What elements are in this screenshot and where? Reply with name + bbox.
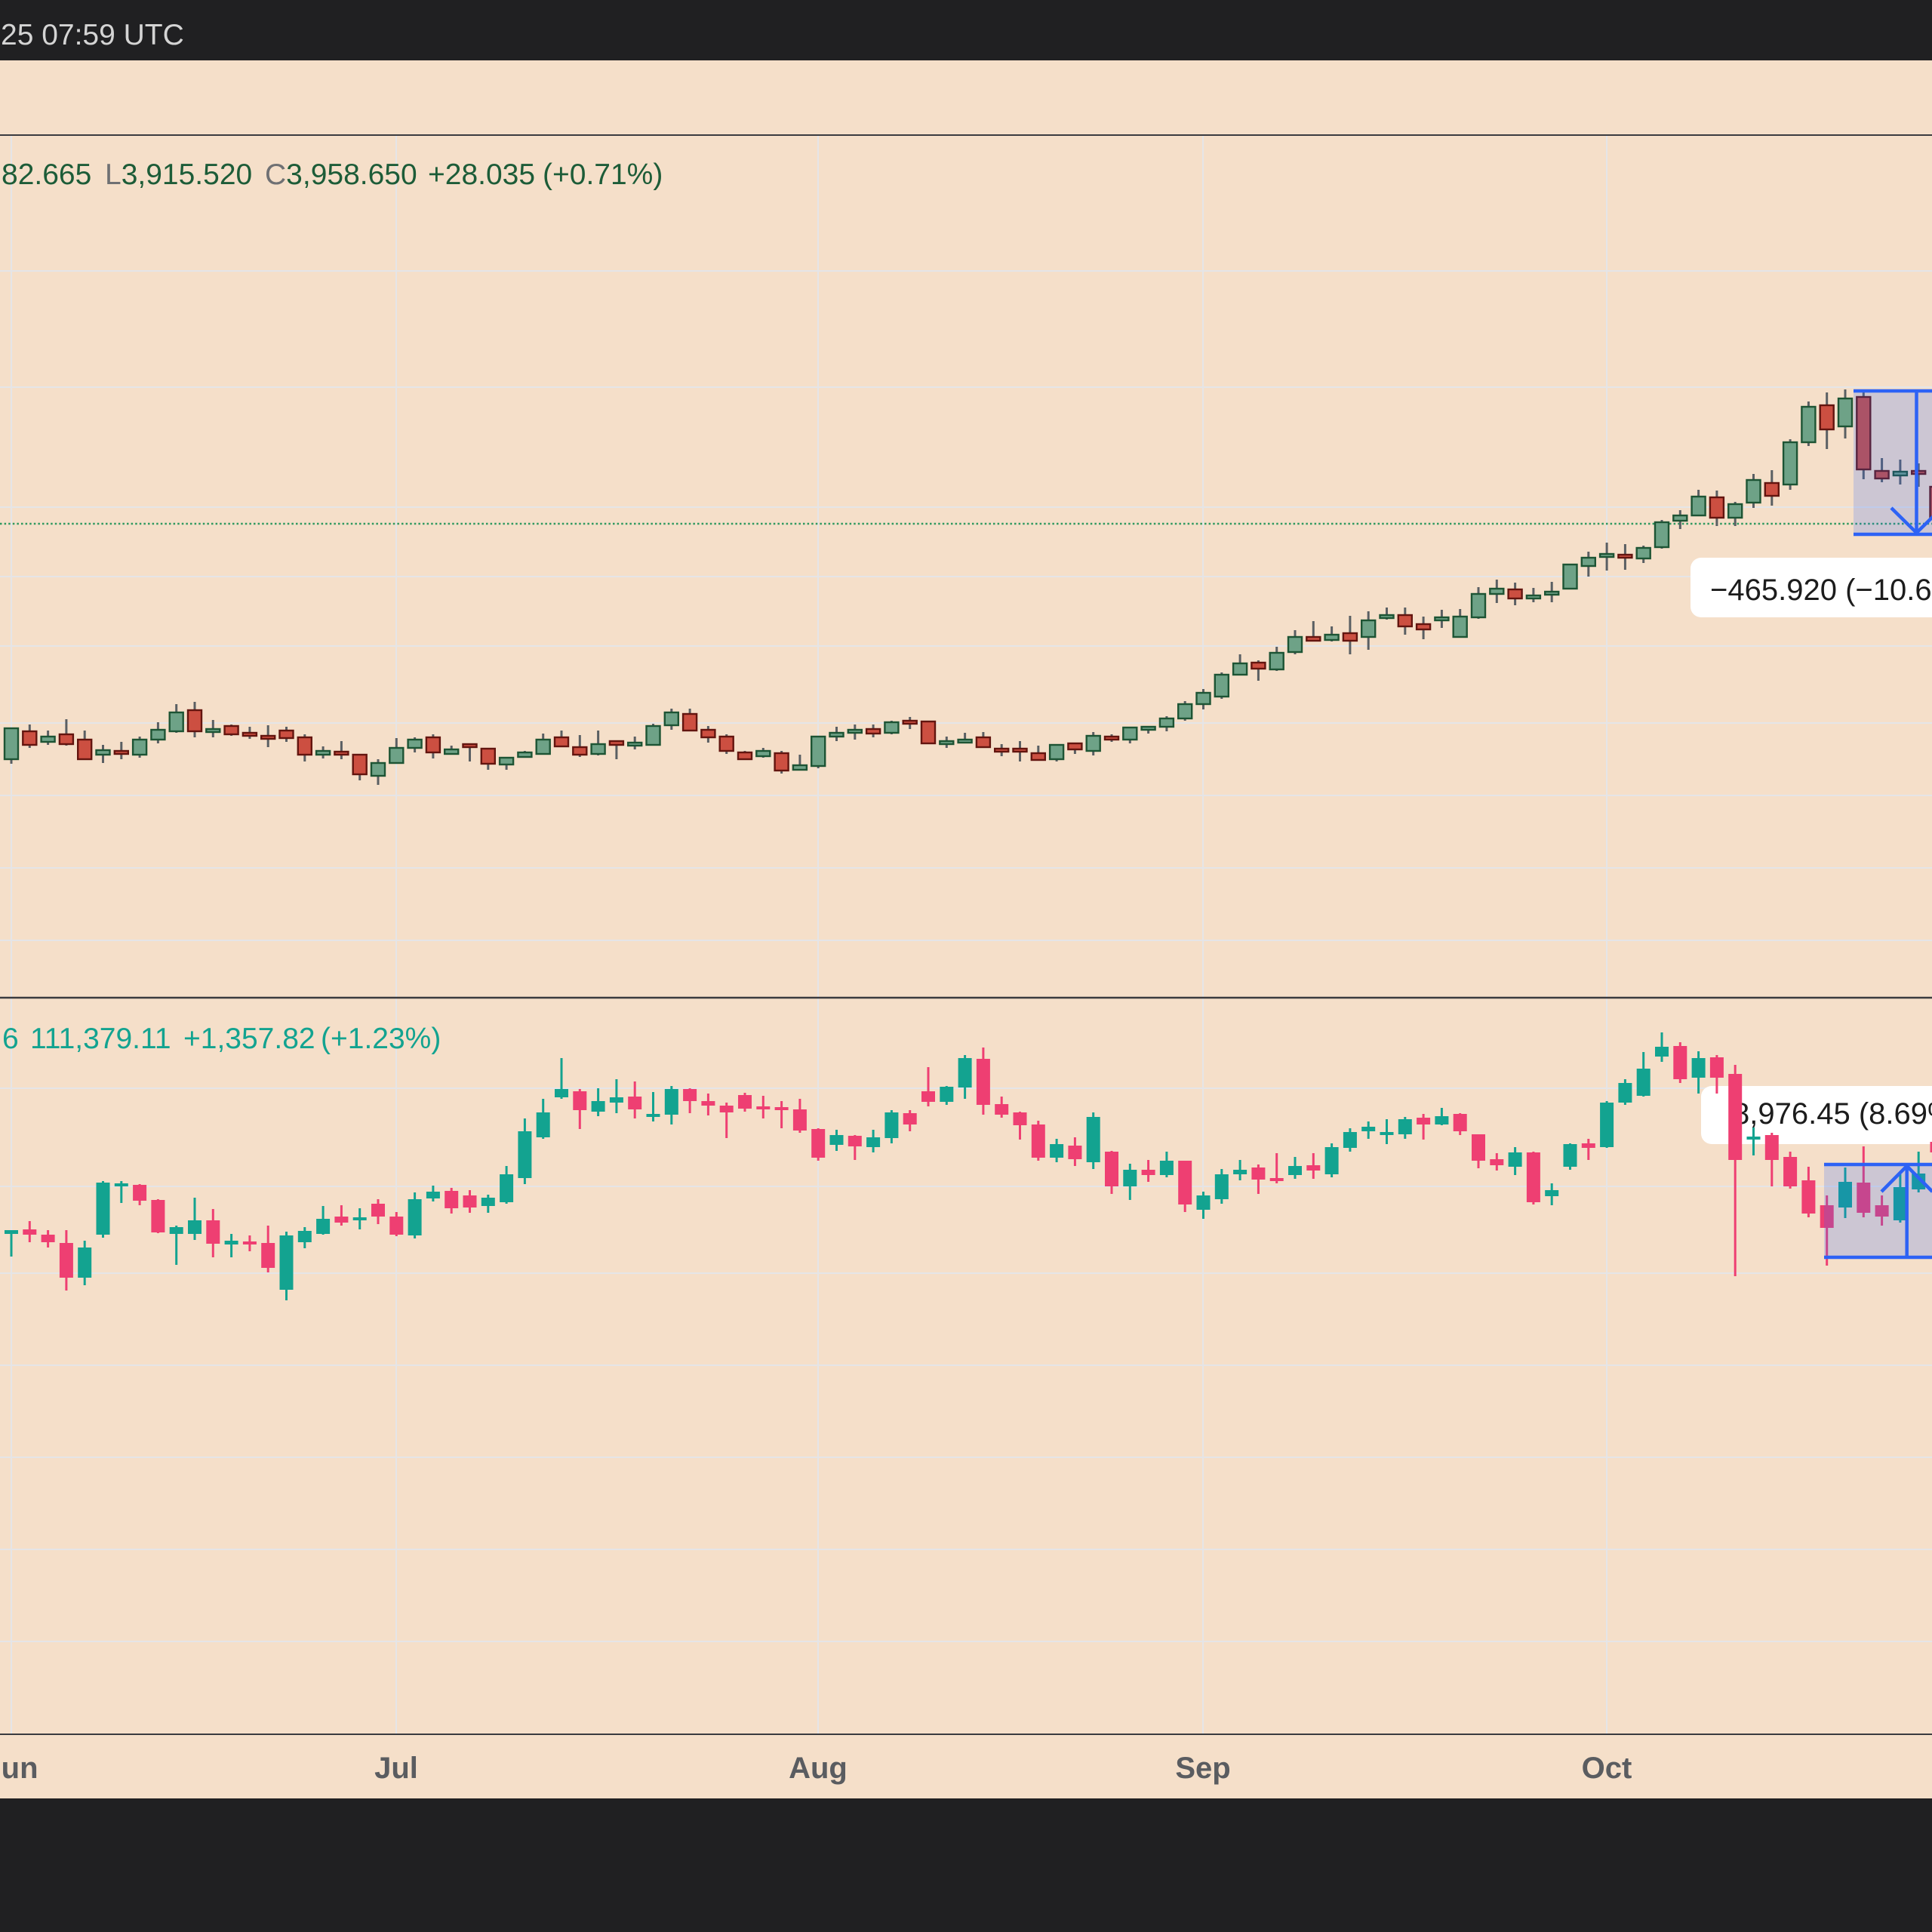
svg-text:111,379.11: 111,379.11 <box>30 1023 171 1055</box>
svg-text:Sep: Sep <box>1175 1752 1230 1785</box>
svg-text:L3,915.520: L3,915.520 <box>105 158 252 191</box>
svg-text:+28.035: +28.035 <box>428 158 535 191</box>
svg-text:Jul: Jul <box>374 1752 418 1785</box>
svg-text:6: 6 <box>2 1023 19 1055</box>
svg-text:8,976.45 (8.69%): 8,976.45 (8.69%) <box>1733 1097 1932 1131</box>
svg-text:C3,958.650: C3,958.650 <box>265 158 417 191</box>
svg-text:Jun: Jun <box>0 1752 38 1785</box>
svg-text:−465.920 (−10.63%): −465.920 (−10.63%) <box>1710 574 1932 607</box>
svg-text:+1,357.82: +1,357.82 <box>183 1023 315 1055</box>
svg-text:Oct: Oct <box>1582 1752 1632 1785</box>
svg-text:82.665: 82.665 <box>2 158 91 191</box>
svg-text:Aug: Aug <box>789 1752 848 1785</box>
svg-text:(+1.23%): (+1.23%) <box>321 1023 441 1055</box>
svg-text:25 07:59 UTC: 25 07:59 UTC <box>1 19 184 51</box>
svg-text:(+0.71%): (+0.71%) <box>543 158 663 191</box>
